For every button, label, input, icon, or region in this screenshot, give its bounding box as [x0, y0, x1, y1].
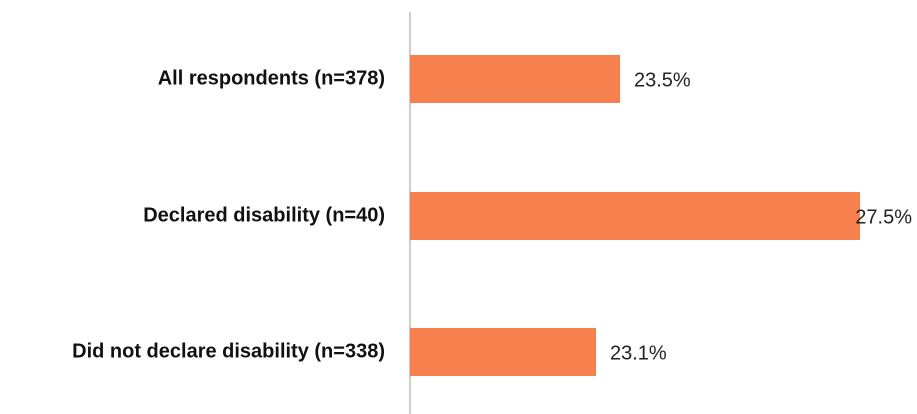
bar: [410, 192, 860, 240]
category-label: All respondents (n=378): [158, 67, 385, 89]
data-label: 27.5%: [855, 206, 912, 228]
bar: [410, 55, 620, 103]
category-label: Did not declare disability (n=338): [72, 340, 385, 362]
bar: [410, 328, 596, 376]
category-label: Declared disability (n=40): [143, 204, 385, 226]
data-label: 23.1%: [610, 342, 667, 364]
data-label: 23.5%: [634, 69, 691, 91]
